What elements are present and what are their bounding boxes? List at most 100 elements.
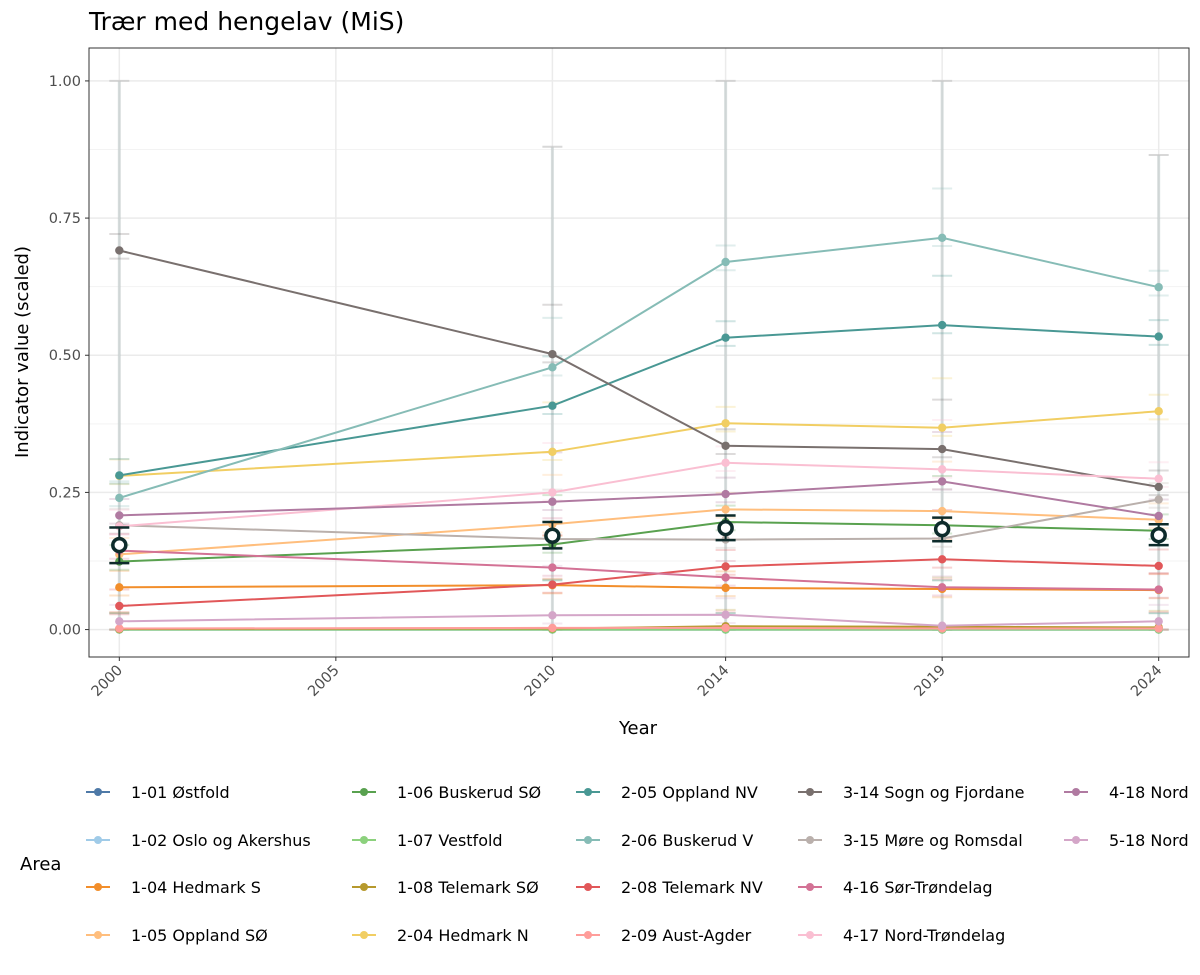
legend-item: 2-06 Buskerud V xyxy=(576,831,753,850)
data-point xyxy=(721,562,730,571)
data-point xyxy=(721,458,730,467)
legend-item: 2-09 Aust-Agder xyxy=(576,926,752,945)
data-point xyxy=(548,488,557,497)
legend-key-point xyxy=(360,788,368,796)
legend-title: Area xyxy=(20,854,61,875)
legend-item: 1-05 Oppland SØ xyxy=(86,926,268,945)
data-point xyxy=(937,423,947,432)
legend-item: 4-16 Sør-Trøndelag xyxy=(798,878,993,897)
data-point xyxy=(115,617,124,626)
x-tick-label: 2005 xyxy=(305,663,342,700)
grid xyxy=(89,48,1189,657)
legend: 1-01 Østfold 1-02 Oslo og Akershus 1-04 He… xyxy=(86,783,1189,945)
series-2-06-buskerud-v xyxy=(115,233,1163,503)
data-point xyxy=(115,583,124,592)
data-point xyxy=(721,489,730,499)
data-point xyxy=(548,349,557,359)
series-line xyxy=(119,508,1159,556)
y-tick-label: 0.75 xyxy=(49,211,81,227)
y-tick-label: 1.00 xyxy=(49,74,81,90)
series-4-17-nord-trøndelag xyxy=(115,458,1163,531)
legend-key-point xyxy=(584,883,592,891)
series-1-06-buskerud-sø xyxy=(115,517,1163,566)
data-point xyxy=(115,624,124,633)
legend-item: 2-08 Telemark NV xyxy=(576,878,763,897)
legend-label: 4-17 Nord-Trøndelag xyxy=(843,926,1005,945)
series-lines xyxy=(115,233,1163,634)
series-4-18-nord xyxy=(115,477,1163,521)
data-point xyxy=(937,555,947,564)
legend-label: 1-05 Oppland SØ xyxy=(131,926,268,945)
legend-label: 3-15 Møre og Romsdal xyxy=(843,831,1023,850)
legend-key-point xyxy=(806,931,814,939)
legend-key-point xyxy=(1072,836,1080,844)
legend-key-point xyxy=(806,883,814,891)
data-point xyxy=(721,441,730,450)
legend-label: 3-14 Sogn og Fjordane xyxy=(843,783,1024,802)
legend-label: 2-06 Buskerud V xyxy=(621,831,753,850)
legend-key-point xyxy=(360,931,368,939)
legend-label: 4-16 Sør-Trøndelag xyxy=(843,878,993,897)
data-point xyxy=(548,497,557,506)
data-point xyxy=(1154,617,1163,626)
series-line xyxy=(119,480,1159,517)
y-tick-label: 0.25 xyxy=(49,485,81,501)
series-1-05-oppland-sø xyxy=(115,505,1163,559)
data-point xyxy=(721,623,730,633)
y-axis-title: Indicator value (scaled) xyxy=(12,246,33,458)
legend-key-point xyxy=(360,883,368,891)
legend-label: 2-04 Hedmark N xyxy=(397,926,529,945)
data-point xyxy=(115,471,124,480)
mean-point xyxy=(717,519,734,537)
legend-item: 1-02 Oslo og Akershus xyxy=(86,831,311,850)
legend-key-point xyxy=(360,836,368,844)
legend-label: 1-04 Hedmark S xyxy=(131,878,261,897)
data-point xyxy=(548,563,557,572)
legend-item: 1-07 Vestfold xyxy=(352,831,503,850)
x-tick-label: 2010 xyxy=(522,663,559,700)
data-point xyxy=(721,505,730,514)
data-point xyxy=(937,444,947,454)
series-3-14-sogn-og-fjordane xyxy=(115,246,1163,492)
data-point xyxy=(937,233,947,243)
x-axis-title: Year xyxy=(618,718,658,739)
legend-key-point xyxy=(94,788,102,796)
legend-key-point xyxy=(94,931,102,939)
data-point xyxy=(721,610,730,619)
legend-item: 4-17 Nord-Trøndelag xyxy=(798,926,1005,945)
x-tick-label: 2024 xyxy=(1128,663,1165,700)
data-point xyxy=(1154,624,1163,633)
legend-label: 2-05 Oppland NV xyxy=(621,783,758,802)
legend-label: 2-08 Telemark NV xyxy=(621,878,763,897)
legend-key-point xyxy=(806,788,814,796)
series-2-08-telemark-nv xyxy=(115,555,1163,611)
legend-key-point xyxy=(584,836,592,844)
legend-key-point xyxy=(1072,788,1080,796)
mean-point xyxy=(933,520,951,538)
data-point xyxy=(1154,474,1163,483)
data-point xyxy=(115,601,124,611)
data-point xyxy=(1154,561,1163,571)
data-point xyxy=(548,363,557,372)
legend-label: 1-07 Vestfold xyxy=(397,831,503,850)
y-tick-label: 0.50 xyxy=(49,348,81,364)
series-3-15-møre-og-romsdal xyxy=(115,495,1163,544)
legend-label: 4-18 Nord xyxy=(1109,783,1189,802)
legend-label: 1-02 Oslo og Akershus xyxy=(131,831,311,850)
series-2-04-hedmark-n xyxy=(115,407,1163,481)
legend-item: 1-04 Hedmark S xyxy=(86,878,261,897)
data-point xyxy=(115,493,124,503)
data-point xyxy=(548,580,557,589)
legend-item: 4-18 Nord xyxy=(1064,783,1189,802)
legend-label: 1-08 Telemark SØ xyxy=(397,878,539,897)
data-point xyxy=(115,511,124,520)
data-point xyxy=(548,447,557,457)
legend-item: 2-04 Hedmark N xyxy=(352,926,529,945)
series-line xyxy=(119,549,1159,591)
x-tick-label: 2014 xyxy=(695,663,732,700)
data-point xyxy=(721,583,730,593)
legend-item: 2-05 Oppland NV xyxy=(576,783,758,802)
legend-label: 5-18 Nord xyxy=(1109,831,1189,850)
data-point xyxy=(1154,585,1163,594)
legend-label: 1-06 Buskerud SØ xyxy=(397,783,541,802)
